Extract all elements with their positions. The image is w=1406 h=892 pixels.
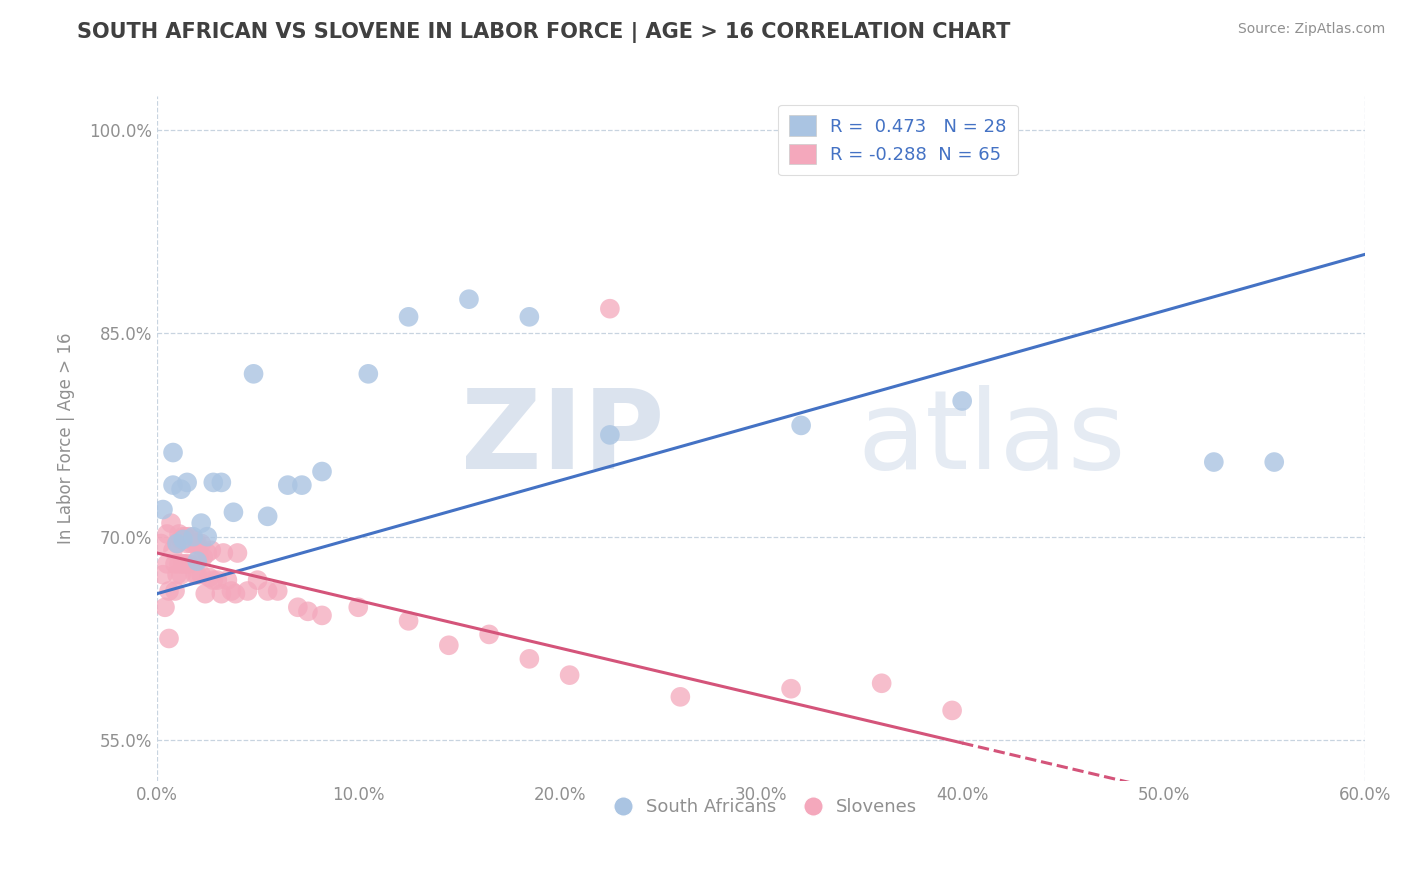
Point <box>179 557 201 571</box>
Point <box>190 516 212 530</box>
Point <box>398 310 420 324</box>
Point <box>156 527 179 541</box>
Point <box>166 536 188 550</box>
Point <box>186 567 208 582</box>
Point <box>170 533 193 547</box>
Point <box>170 482 193 496</box>
Point <box>179 530 201 544</box>
Point <box>193 549 215 564</box>
Point <box>780 681 803 696</box>
Point <box>599 428 621 442</box>
Point <box>458 292 481 306</box>
Point <box>1263 455 1285 469</box>
Point <box>950 394 973 409</box>
Point <box>558 668 581 682</box>
Point <box>267 584 290 599</box>
Point <box>207 573 229 587</box>
Point <box>1202 455 1225 469</box>
Point <box>311 608 333 623</box>
Point <box>195 530 218 544</box>
Text: ZIP: ZIP <box>461 384 664 491</box>
Point <box>398 614 420 628</box>
Point <box>167 527 190 541</box>
Point <box>519 652 541 666</box>
Point <box>291 478 314 492</box>
Point <box>519 310 541 324</box>
Point <box>437 638 460 652</box>
Point <box>256 584 278 599</box>
Point <box>217 573 239 587</box>
Point <box>669 690 692 704</box>
Point <box>176 475 198 490</box>
Point <box>599 301 621 316</box>
Point <box>165 584 187 599</box>
Point <box>790 418 813 433</box>
Point <box>277 478 299 492</box>
Point <box>156 557 179 571</box>
Point <box>242 367 264 381</box>
Point <box>222 505 245 519</box>
Point <box>157 632 180 646</box>
Point <box>297 604 319 618</box>
Point <box>246 573 269 587</box>
Point <box>981 848 1004 863</box>
Point <box>200 543 222 558</box>
Point <box>236 584 259 599</box>
Text: Source: ZipAtlas.com: Source: ZipAtlas.com <box>1237 22 1385 37</box>
Point <box>184 536 207 550</box>
Point <box>176 536 198 550</box>
Point <box>181 533 204 547</box>
Point <box>870 676 893 690</box>
Point <box>170 567 193 582</box>
Text: atlas: atlas <box>858 384 1126 491</box>
Point <box>357 367 380 381</box>
Point <box>165 557 187 571</box>
Point <box>287 600 309 615</box>
Y-axis label: In Labor Force | Age > 16: In Labor Force | Age > 16 <box>58 333 75 544</box>
Point <box>162 445 184 459</box>
Point <box>221 584 243 599</box>
Point <box>941 703 963 717</box>
Text: SOUTH AFRICAN VS SLOVENE IN LABOR FORCE | AGE > 16 CORRELATION CHART: SOUTH AFRICAN VS SLOVENE IN LABOR FORCE … <box>77 22 1011 44</box>
Point <box>224 587 246 601</box>
Point <box>212 546 235 560</box>
Point <box>226 546 249 560</box>
Point <box>188 549 211 564</box>
Point <box>153 600 176 615</box>
Point <box>194 587 217 601</box>
Point <box>162 478 184 492</box>
Point <box>172 533 194 547</box>
Point <box>478 627 501 641</box>
Point <box>167 557 190 571</box>
Point <box>202 573 225 587</box>
Point <box>198 570 221 584</box>
Point <box>186 536 208 550</box>
Point <box>180 536 202 550</box>
Point <box>172 530 194 544</box>
Point <box>184 567 207 582</box>
Point <box>186 554 208 568</box>
Point <box>190 567 212 582</box>
Point <box>174 557 197 571</box>
Point <box>160 516 183 530</box>
Point <box>202 475 225 490</box>
Point <box>174 530 197 544</box>
Point <box>195 546 218 560</box>
Point <box>311 465 333 479</box>
Point <box>347 600 370 615</box>
Point <box>166 567 188 582</box>
Point <box>149 536 172 550</box>
Point <box>152 502 174 516</box>
Point <box>172 557 194 571</box>
Point <box>157 584 180 599</box>
Point <box>152 567 174 582</box>
Point <box>162 543 184 558</box>
Point <box>166 536 188 550</box>
Legend: South Africans, Slovenes: South Africans, Slovenes <box>598 791 924 823</box>
Point <box>209 587 232 601</box>
Point <box>181 530 204 544</box>
Point <box>209 475 232 490</box>
Point <box>256 509 278 524</box>
Point <box>190 536 212 550</box>
